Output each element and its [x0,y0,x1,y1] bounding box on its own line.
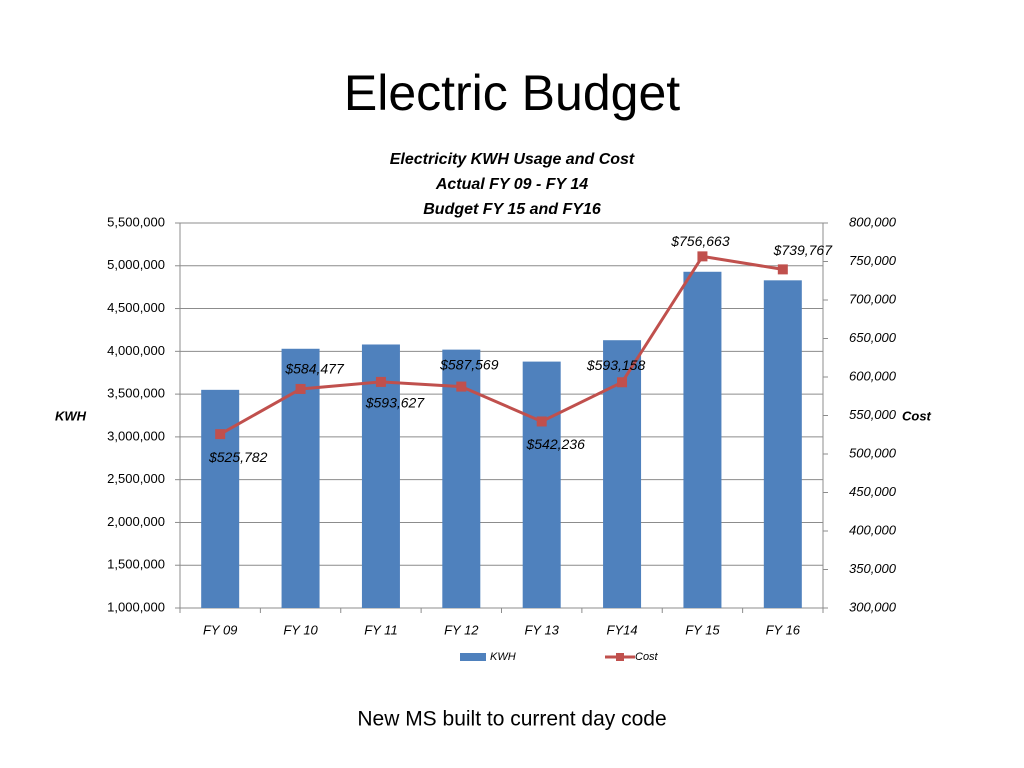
bar [361,344,400,608]
y-tick-label: 1,000,000 [107,599,165,614]
y2-tick-label: 800,000 [849,214,897,229]
x-tick-label: FY 12 [444,622,479,637]
data-label: $739,767 [773,242,834,258]
marker [375,376,386,387]
data-label: $593,627 [365,395,426,411]
bar [683,271,722,608]
data-label: $756,663 [670,233,730,249]
y2-tick-label: 400,000 [849,522,897,537]
y2-tick-label: 550,000 [849,407,897,422]
x-tick-label: FY 09 [203,622,237,637]
marker [456,381,467,392]
y2-tick-label: 500,000 [849,445,897,460]
y2-tick-label: 300,000 [849,599,897,614]
y2-tick-label: 600,000 [849,368,897,383]
footer: New MS built to current day code [357,708,666,731]
bar [201,389,240,608]
y-tick-label: 3,000,000 [107,428,165,443]
y-tick-label: 2,500,000 [107,471,165,486]
marker [536,416,547,427]
legend-swatch [616,653,624,661]
data-label: $584,477 [284,361,345,377]
y-tick-label: 5,000,000 [107,257,165,272]
legend-swatch [460,653,486,661]
marker [697,251,708,262]
y-tick-label: 5,500,000 [107,214,165,229]
y-tick-label: 1,500,000 [107,557,165,572]
chart-title: Electricity KWH Usage and Cost [390,151,635,168]
bar [763,280,802,608]
legend-label: Cost [635,651,659,663]
y-axis-label: KWH [55,408,87,423]
y2-tick-label: 650,000 [849,330,897,345]
x-tick-label: FY 11 [364,622,397,637]
x-tick-label: FY14 [607,622,638,637]
data-label: $525,782 [208,449,268,465]
marker [295,383,306,394]
x-tick-label: FY 16 [766,622,801,637]
y2-tick-label: 450,000 [849,484,897,499]
data-label: $542,236 [525,436,585,452]
marker [777,264,788,275]
data-label: $593,158 [586,357,646,373]
y-tick-label: 3,500,000 [107,386,165,401]
y2-tick-label: 700,000 [849,291,897,306]
y-tick-label: 4,500,000 [107,300,165,315]
chart-title: Budget FY 15 and FY16 [423,201,601,218]
bar [522,361,561,608]
x-tick-label: FY 10 [283,622,318,637]
legend-label: KWH [490,651,516,663]
line [219,254,784,436]
x-tick-label: FY 13 [524,622,559,637]
x-tick-label: FY 15 [685,622,720,637]
y-tick-label: 4,000,000 [107,343,165,358]
y-tick-label: 2,000,000 [107,514,165,529]
data-label: $587,569 [439,356,499,372]
y2-tick-label: 750,000 [849,253,897,268]
chart-title: Actual FY 09 - FY 14 [435,176,588,193]
marker [215,429,226,440]
y2-tick-label: 350,000 [849,561,897,576]
y2-axis-label: Cost [902,408,932,423]
slide-title: Electric Budget [344,65,680,121]
marker [617,377,628,388]
